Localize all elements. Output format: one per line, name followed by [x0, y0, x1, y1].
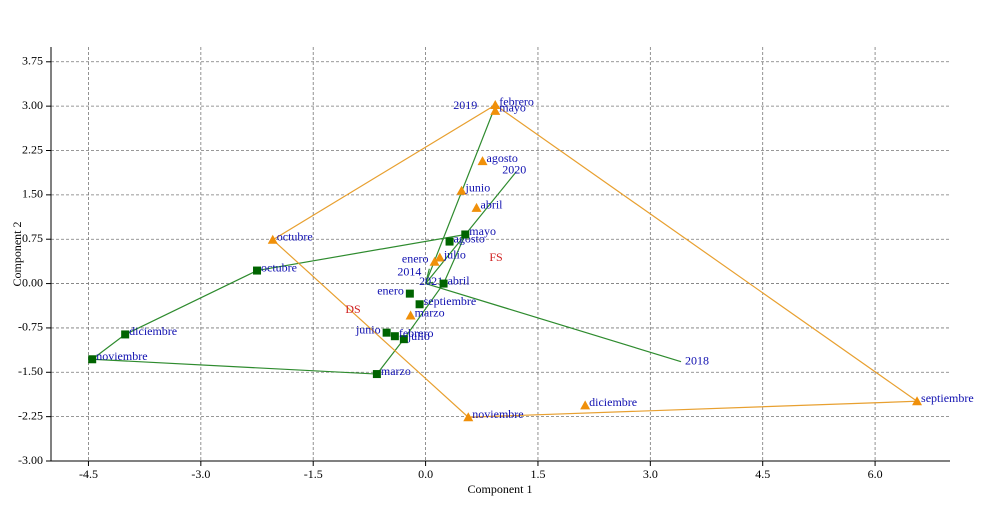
point-label: diciembre [129, 324, 177, 338]
vector-label: 2018 [685, 353, 709, 367]
group-label: FS [489, 250, 502, 264]
group-hull [271, 104, 919, 418]
point-label: mayo [469, 224, 496, 238]
y-tick-label: 1.50 [22, 187, 43, 201]
data-point [253, 266, 262, 275]
group-label: DS [345, 302, 360, 316]
loading-vector [425, 282, 682, 363]
data-point [399, 335, 408, 344]
y-axis-label: Component 2 [10, 222, 24, 287]
data-point [390, 332, 399, 341]
point-label: febrero [499, 95, 534, 109]
x-tick-label: -1.5 [304, 467, 323, 481]
x-tick-label: 4.5 [755, 467, 770, 481]
data-point [434, 252, 445, 262]
x-tick-label: 0.0 [418, 467, 433, 481]
x-tick-label: 3.0 [643, 467, 658, 481]
point-label: noviembre [96, 349, 147, 363]
point-label: junio [355, 322, 381, 336]
x-tick-label: -3.0 [191, 467, 210, 481]
point-label: julio [407, 329, 430, 343]
point-label: octubre [277, 230, 313, 244]
data-point [382, 328, 391, 337]
x-tick-label: -4.5 [79, 467, 98, 481]
data-point [490, 99, 501, 109]
y-tick-label: 0.75 [22, 231, 43, 245]
data-point [405, 289, 414, 298]
vector-label: 2020 [502, 163, 526, 177]
loading-vector [425, 281, 434, 285]
data-point [461, 230, 470, 239]
y-tick-label: -1.50 [18, 364, 43, 378]
point-label: enero [402, 251, 429, 265]
data-point [445, 237, 454, 246]
y-tick-label: 2.25 [22, 142, 43, 156]
data-point [463, 412, 474, 422]
x-tick-label: 1.5 [530, 467, 545, 481]
vector-label: 2019 [453, 98, 477, 112]
loading-vector [425, 105, 496, 284]
data-point [429, 256, 440, 266]
point-label: julio [443, 247, 466, 261]
data-point [415, 300, 424, 309]
data-point [372, 370, 381, 379]
group-hull [90, 233, 467, 375]
data-point [405, 310, 416, 320]
data-point [912, 396, 923, 406]
vector-label: 2014 [397, 265, 421, 279]
y-tick-label: -2.25 [18, 408, 43, 422]
data-point [121, 330, 130, 339]
point-label: marzo [415, 305, 445, 319]
loading-vector [425, 268, 430, 284]
y-tick-label: 3.00 [22, 98, 43, 112]
point-label: noviembre [472, 407, 523, 421]
data-point [88, 355, 97, 364]
vector-label: 2021 [419, 274, 443, 288]
point-label: septiembre [921, 391, 974, 405]
point-label: octubre [261, 260, 297, 274]
data-point [267, 234, 278, 244]
data-point [471, 202, 482, 212]
x-tick-label: 6.0 [868, 467, 883, 481]
y-tick-label: 0.00 [22, 275, 43, 289]
point-label: abril [448, 273, 471, 287]
point-label: diciembre [589, 395, 637, 409]
point-label: enero [377, 283, 404, 297]
point-label: marzo [381, 364, 411, 378]
point-label: abril [481, 198, 504, 212]
point-label: septiembre [424, 294, 477, 308]
point-label: mayo [499, 101, 526, 115]
data-point [477, 156, 488, 166]
point-label: agosto [487, 151, 518, 165]
y-tick-label: -3.00 [18, 453, 43, 467]
data-point [490, 105, 501, 115]
data-point [439, 279, 448, 288]
point-label: junio [465, 180, 491, 194]
y-tick-label: 3.75 [22, 54, 43, 68]
x-axis-label: Component 1 [468, 482, 533, 496]
y-tick-label: -0.75 [18, 320, 43, 334]
loading-vector [425, 171, 517, 284]
point-label: febrero [399, 326, 434, 340]
data-point [580, 400, 591, 410]
data-point [456, 185, 467, 195]
